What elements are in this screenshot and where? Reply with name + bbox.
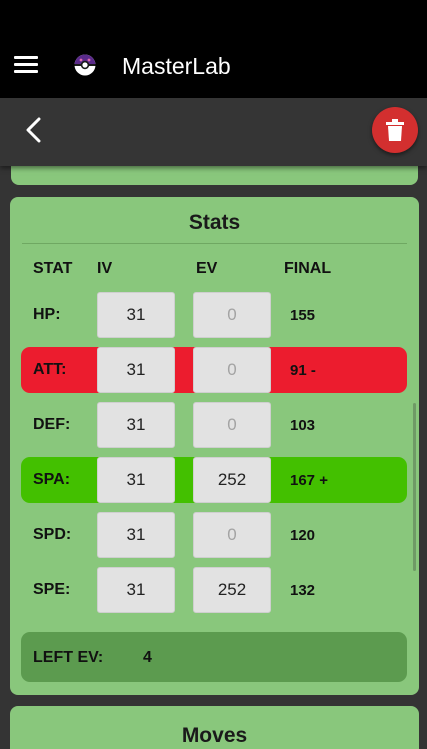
stats-card: Stats STAT IV EV FINAL HP: 31 0 155 ATT:… [10,197,419,695]
stat-label: ATT: [33,361,67,378]
stat-label: DEF: [33,416,71,433]
stat-row-hp: HP: 31 0 155 [21,292,407,338]
stat-row-def: DEF: 31 0 103 [21,402,407,448]
header-stat: STAT [33,260,73,277]
iv-input[interactable]: 31 [97,567,175,613]
final-value: 132 [290,582,316,599]
status-bar [0,0,427,34]
stat-label: HP: [33,306,61,323]
moves-title: Moves [181,724,248,747]
moves-card: Moves [10,706,419,749]
final-value: 91 - [290,362,316,379]
stat-row-spe: SPE: 31 252 132 [21,567,407,613]
iv-input[interactable]: 31 [97,292,175,338]
pokeball-icon [74,54,96,76]
stat-row-spa: SPA: 31 252 167 + [21,457,407,503]
stat-row-att: ATT: 31 0 91 - [21,347,407,393]
header-iv: IV [97,260,113,277]
ev-input[interactable]: 0 [193,347,271,393]
stat-label: SPD: [33,526,72,543]
ev-input[interactable]: 0 [193,512,271,558]
chevron-left-icon[interactable] [22,116,46,144]
left-ev-label: LEFT EV: [33,649,104,666]
app-bar: MasterLab [0,34,427,98]
scrollbar[interactable] [413,403,416,571]
stats-title: Stats [188,211,241,234]
delete-button[interactable] [372,107,418,153]
ev-input[interactable]: 252 [193,457,271,503]
trash-icon [386,119,404,141]
iv-input[interactable]: 31 [97,402,175,448]
hamburger-menu-icon[interactable] [14,56,38,76]
app-title: MasterLab [122,53,231,79]
final-value: 120 [290,527,316,544]
final-value: 103 [290,417,316,434]
toolbar [0,98,427,166]
stat-label: SPE: [33,581,71,598]
ev-input[interactable]: 0 [193,402,271,448]
stat-label: SPA: [33,471,71,488]
iv-input[interactable]: 31 [97,347,175,393]
header-ev: EV [196,260,218,277]
header-final: FINAL [284,260,332,277]
stat-row-spd: SPD: 31 0 120 [21,512,407,558]
left-ev-panel: LEFT EV: 4 [21,632,407,682]
ev-input[interactable]: 0 [193,292,271,338]
iv-input[interactable]: 31 [97,512,175,558]
iv-input[interactable]: 31 [97,457,175,503]
final-value: 155 [290,307,316,324]
divider [22,243,407,244]
left-ev-value: 4 [143,649,152,666]
final-value: 167 + [290,472,328,489]
ev-input[interactable]: 252 [193,567,271,613]
